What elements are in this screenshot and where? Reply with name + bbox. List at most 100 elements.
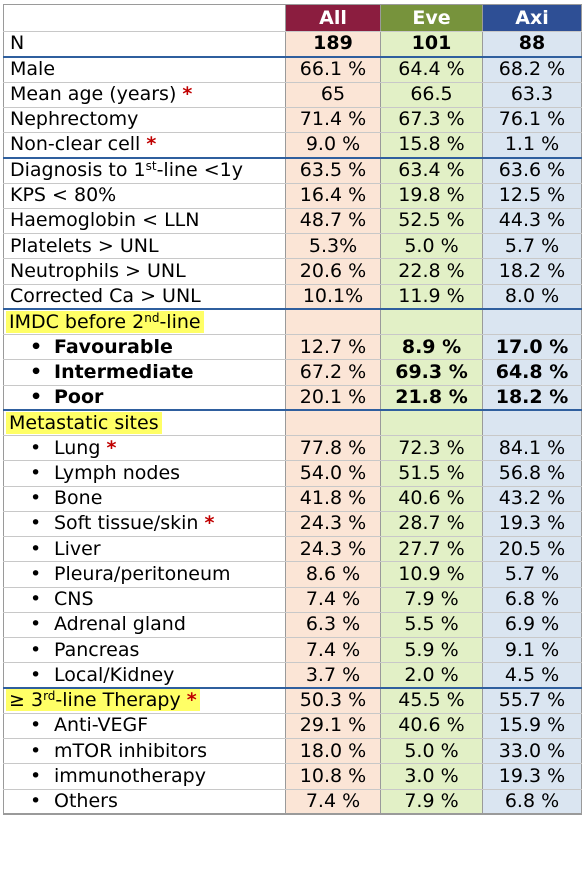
value-axi: 44.3 % (482, 207, 582, 235)
value-eve (380, 308, 483, 336)
table-row: Neutrophils > UNL 20.6 % 22.8 % 18.2 % (3, 258, 582, 285)
row-label: Liver (3, 535, 286, 563)
value-all: 48.7 % (285, 207, 381, 235)
value-eve: 7.9 % (380, 788, 483, 816)
value-eve: 69.3 % (380, 359, 483, 386)
value-eve: 21.8 % (380, 384, 483, 411)
value-eve: 101 (380, 30, 483, 58)
value-axi: 6.8 % (482, 788, 582, 816)
row-label: Corrected Ca > UNL (3, 283, 286, 310)
row-label: immunotherapy (3, 763, 286, 790)
table-row: Corrected Ca > UNL 10.1% 11.9 % 8.0 % (3, 283, 582, 310)
value-all: 18.0 % (285, 737, 381, 765)
section-header-highlight: Metastatic sites (6, 412, 162, 434)
row-label: mTOR inhibitors (3, 737, 286, 765)
value-all: 71.4 % (285, 106, 381, 134)
section-header-row: ≥ 3rd-line Therapy * 50.3 % 45.5 % 55.7 … (3, 686, 582, 714)
value-eve: 52.5 % (380, 207, 483, 235)
section-header-suffix: -line Therapy (55, 689, 181, 712)
value-axi: 5.7 % (482, 561, 582, 588)
value-axi: 88 (482, 30, 582, 58)
row-label: Intermediate (3, 359, 286, 386)
baseline-characteristics-table: All Eve Axi N 189 101 88 Male 66.1 % 64.… (3, 4, 582, 816)
value-eve: 27.7 % (380, 535, 483, 563)
table-row: Favourable 12.7 % 8.9 % 17.0 % (3, 333, 582, 361)
value-axi: 19.3 % (482, 763, 582, 790)
value-axi: 18.2 % (482, 258, 582, 285)
value-all: 29.1 % (285, 712, 381, 740)
value-all: 9.0 % (285, 131, 381, 159)
value-eve: 8.9 % (380, 333, 483, 361)
section-header-row: IMDC before 2nd-line (3, 308, 582, 336)
value-eve: 67.3 % (380, 106, 483, 134)
row-label: Non-clear cell (10, 133, 141, 156)
row-label: Haemoglobin < LLN (3, 207, 286, 235)
row-label: N (3, 30, 286, 58)
value-axi: 17.0 % (482, 333, 582, 361)
value-axi: 84.1 % (482, 434, 582, 462)
section-header-superscript: nd (144, 310, 160, 325)
value-axi (482, 308, 582, 336)
value-eve: 22.8 % (380, 258, 483, 285)
value-axi: 8.0 % (482, 283, 582, 310)
section-header-suffix: -line (159, 310, 201, 333)
row-label-cell: Diagnosis to 1st-line <1y (3, 156, 286, 184)
row-label: Bone (3, 485, 286, 512)
column-header-axi: Axi (482, 4, 582, 32)
value-eve: 66.5 (380, 81, 483, 108)
value-axi: 9.1 % (482, 636, 582, 664)
table-row: mTOR inhibitors 18.0 % 5.0 % 33.0 % (3, 737, 582, 765)
table-row: Lung * 77.8 % 72.3 % 84.1 % (3, 434, 582, 462)
value-all: 54.0 % (285, 460, 381, 487)
row-label-cell: Lung * (3, 434, 286, 462)
value-all: 63.5 % (285, 156, 381, 184)
row-label: Mean age (years) (10, 83, 177, 106)
value-all: 7.4 % (285, 636, 381, 664)
value-all: 189 (285, 30, 381, 58)
value-all: 41.8 % (285, 485, 381, 512)
value-all (285, 409, 381, 437)
value-axi: 12.5 % (482, 182, 582, 209)
value-eve: 2.0 % (380, 662, 483, 689)
value-axi: 18.2 % (482, 384, 582, 411)
table-row: Bone 41.8 % 40.6 % 43.2 % (3, 485, 582, 512)
value-axi: 76.1 % (482, 106, 582, 134)
value-eve (380, 409, 483, 437)
row-label-cell: Soft tissue/skin * (3, 510, 286, 538)
row-label: Male (3, 55, 286, 83)
value-all: 20.6 % (285, 258, 381, 285)
table-row: immunotherapy 10.8 % 3.0 % 19.3 % (3, 763, 582, 790)
value-eve: 5.0 % (380, 737, 483, 765)
row-label: Anti-VEGF (3, 712, 286, 740)
column-header-eve: Eve (380, 4, 483, 32)
value-eve: 10.9 % (380, 561, 483, 588)
value-axi: 20.5 % (482, 535, 582, 563)
value-axi: 56.8 % (482, 460, 582, 487)
value-axi: 63.3 (482, 81, 582, 108)
section-header-cell: IMDC before 2nd-line (3, 308, 286, 336)
header-empty-cell (3, 4, 286, 32)
value-axi: 64.8 % (482, 359, 582, 386)
value-axi (482, 409, 582, 437)
significance-star: * (204, 512, 215, 535)
section-header-cell: Metastatic sites (3, 409, 286, 437)
section-header-row: Metastatic sites (3, 409, 582, 437)
value-axi: 4.5 % (482, 662, 582, 689)
significance-star: * (182, 83, 193, 106)
value-all: 24.3 % (285, 510, 381, 538)
value-all: 3.7 % (285, 662, 381, 689)
table-row: Platelets > UNL 5.3% 5.0 % 5.7 % (3, 232, 582, 260)
value-eve: 40.6 % (380, 485, 483, 512)
significance-star: * (106, 436, 117, 459)
value-eve: 28.7 % (380, 510, 483, 538)
value-axi: 6.9 % (482, 611, 582, 639)
column-header-all: All (285, 4, 381, 32)
row-label: Local/Kidney (3, 662, 286, 689)
section-header-cell: ≥ 3rd-line Therapy * (3, 686, 286, 714)
row-label: KPS < 80% (3, 182, 286, 209)
table-row: Pleura/peritoneum 8.6 % 10.9 % 5.7 % (3, 561, 582, 588)
value-eve: 64.4 % (380, 55, 483, 83)
row-label: Platelets > UNL (3, 232, 286, 260)
table-row: Intermediate 67.2 % 69.3 % 64.8 % (3, 359, 582, 386)
section-header-highlight: IMDC before 2nd-line (6, 311, 204, 333)
